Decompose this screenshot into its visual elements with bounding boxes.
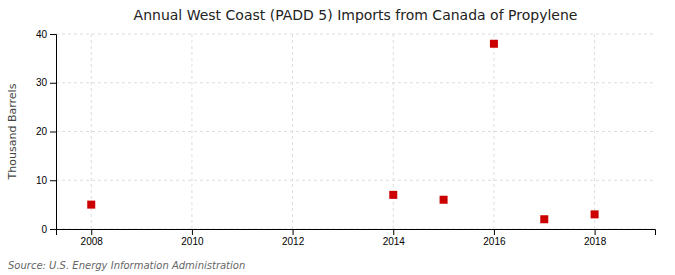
grid [56, 34, 655, 229]
chart-container: 2008 2010 2012 2014 2016 2018 0 10 20 30 40 Annual … [0, 0, 675, 275]
grid-line [91, 34, 92, 229]
point [540, 215, 548, 223]
axis-line [50, 35, 57, 230]
grid-line [56, 180, 655, 181]
tick: 40 [36, 29, 56, 40]
plot-area: 2008 2010 2012 2014 2016 2018 0 10 20 30 40 [36, 29, 656, 247]
tick: 2008 [81, 229, 104, 247]
tick-mark [91, 229, 92, 235]
grid-line [191, 34, 192, 229]
annotation: Source: U.S. Energy Information Administ… [8, 260, 245, 271]
tick-mark [595, 229, 596, 235]
grid-line [493, 34, 494, 229]
tick: 2010 [181, 229, 204, 247]
tick: 2012 [282, 229, 305, 247]
tick: 2018 [584, 229, 607, 247]
tick: 20 [36, 126, 56, 137]
point [440, 196, 448, 204]
tick-label: 2018 [584, 236, 607, 247]
tick: 2014 [383, 229, 406, 247]
tick-mark [293, 229, 294, 235]
tick-label: 2016 [483, 236, 506, 247]
tick-label: 2012 [282, 236, 305, 247]
y-axis: 0 10 20 30 40 [36, 29, 57, 235]
tick-label: 2008 [81, 236, 104, 247]
point [389, 191, 397, 199]
tick-label: 0 [41, 224, 47, 235]
tick: 30 [36, 77, 56, 88]
tick-label: 30 [36, 77, 48, 88]
point [591, 210, 599, 218]
title: Annual West Coast (PADD 5) Imports from … [134, 7, 578, 23]
grid-line [393, 34, 394, 229]
tick-label: 10 [36, 175, 48, 186]
tick-mark [494, 229, 495, 235]
point [490, 40, 498, 48]
tick-mark [50, 83, 56, 84]
tick: 10 [36, 175, 56, 186]
tick-mark [192, 229, 193, 235]
tick-mark [50, 34, 56, 35]
grid-line [594, 34, 595, 229]
points [87, 40, 598, 224]
tick-label: 2010 [181, 236, 204, 247]
tick-label: 2014 [383, 236, 406, 247]
tick-label: 20 [36, 126, 48, 137]
y-axis-title: Thousand Barrels [6, 83, 19, 180]
grid-line [292, 34, 293, 229]
tick-label: 40 [36, 29, 48, 40]
grid-line [56, 82, 655, 83]
chart: 2008 2010 2012 2014 2016 2018 0 10 20 30 40 Annual … [0, 0, 675, 275]
tick-mark [393, 229, 394, 235]
tick-mark [50, 132, 56, 133]
grid-line [56, 34, 655, 35]
point [87, 201, 95, 209]
grid-line [56, 131, 655, 132]
axis-line [57, 230, 656, 236]
x-axis: 2008 2010 2012 2014 2016 2018 [57, 229, 656, 247]
tick: 0 [41, 224, 56, 235]
tick-mark [50, 180, 56, 181]
tick: 2016 [483, 229, 506, 247]
tick-mark [50, 229, 56, 230]
